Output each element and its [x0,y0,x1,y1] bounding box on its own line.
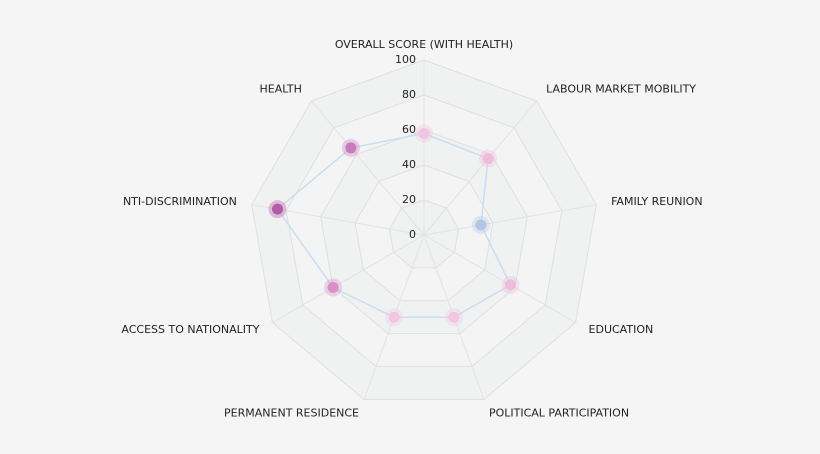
point [345,142,357,154]
axis-spoke [311,100,425,236]
axis-label: POLITICAL PARTICIPATION [489,407,629,420]
axis-spoke [272,234,425,323]
grid-line [251,59,597,400]
point [504,279,516,291]
point [418,128,430,139]
axis-label: OVERALL SCORE (WITH HEALTH) [335,38,513,51]
axis-spoke [423,204,597,236]
point [448,311,460,323]
y-tick-label: 40 [402,158,416,171]
grid-line [354,164,494,302]
grid-line [320,129,528,335]
axis-label: ACCESS TO NATIONALITY [121,323,259,336]
point [482,153,494,165]
point [475,219,487,231]
point [388,311,400,323]
axis-label: PERMANENT RESIDENCE [224,407,359,420]
y-tick-label: 80 [402,88,416,101]
point [327,282,339,293]
axis-label: NTI-DISCRIMINATION [123,195,237,208]
radar-line [276,132,512,318]
y-tick-label: 20 [402,193,416,206]
axis-spoke [423,234,576,323]
axis-label: FAMILY REUNION [611,195,702,208]
axis-label: LABOUR MARKET MOBILITY [546,82,696,95]
axis-label: HEALTH [260,82,302,95]
grid-line [389,199,459,269]
point [272,203,284,215]
y-tick-label: 0 [409,228,416,241]
axis-spoke [423,100,537,236]
y-tick-label: 100 [395,53,416,66]
axis-label: EDUCATION [589,323,654,336]
grid-line [285,94,563,368]
y-tick-label: 60 [402,123,416,136]
